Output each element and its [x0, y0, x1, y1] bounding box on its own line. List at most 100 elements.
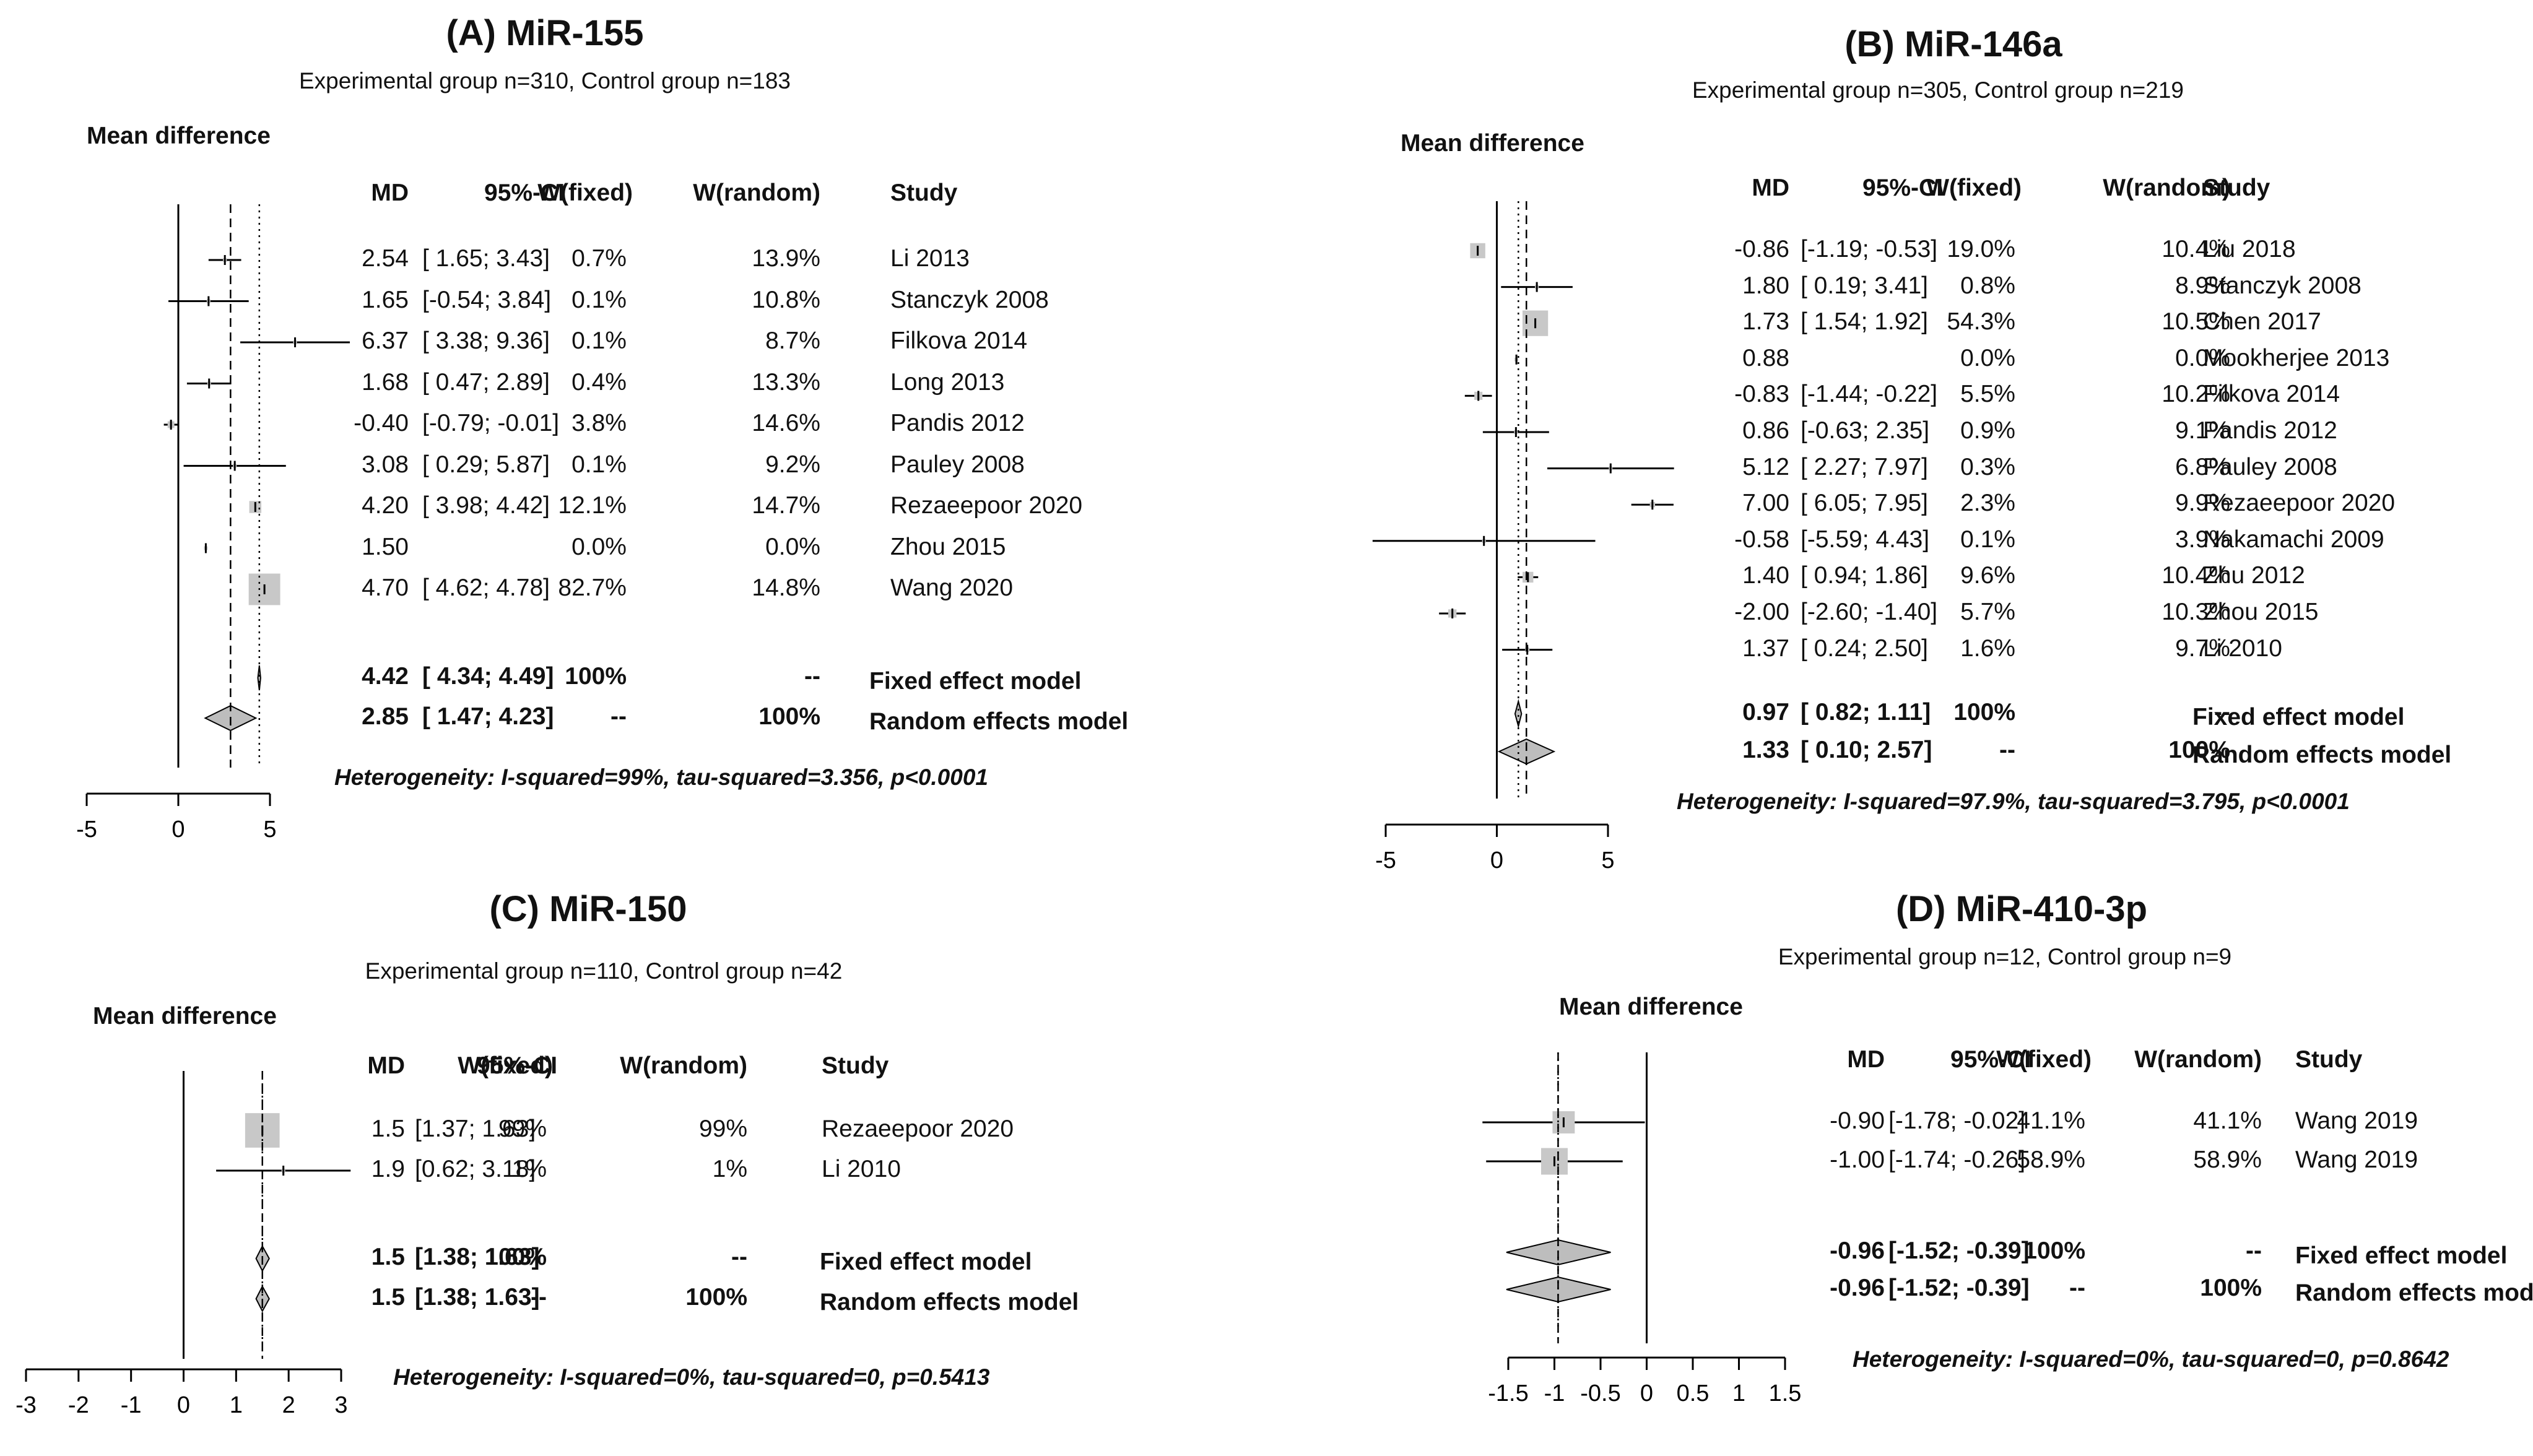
- panel-b-row-wfixed: 2.3%: [1960, 490, 2015, 517]
- panel-a-row-wrandom: 13.9%: [752, 245, 820, 272]
- panel-a-row-ci: [ 0.47; 2.89]: [422, 368, 550, 396]
- panel-a-row-wrandom: 14.6%: [752, 410, 820, 436]
- panel-b-row-md: -0.58: [1734, 526, 1789, 553]
- panel-b-row-study: Pauley 2008: [2203, 453, 2337, 480]
- panel-c-row-wfixed: 99%: [498, 1116, 547, 1142]
- panel-a-row-md: 3.08: [362, 451, 409, 478]
- panel-b-row-md: -2.00: [1734, 599, 1789, 625]
- panel-a-summary-label: Random effects model: [869, 708, 1129, 735]
- panel-a-row-study: Pandis 2012: [890, 410, 1025, 436]
- panel-c-row-ci: [1.37; 1.63]: [415, 1116, 536, 1142]
- panel-b-header-wfixed: W(fixed): [1926, 175, 2022, 201]
- panel-c-row-wfixed: 1%: [511, 1156, 547, 1182]
- panel-a-summary-md: 2.85: [362, 703, 409, 730]
- panel-b-row-wrandom: 9.7%: [2175, 635, 2230, 662]
- panel-b-row-study: Li 2010: [2203, 635, 2282, 662]
- panel-a-row-wrandom: 8.7%: [765, 327, 820, 354]
- panel-a-row-ci: [ 3.38; 9.36]: [422, 327, 550, 354]
- panel-b-row-wfixed: 1.6%: [1960, 635, 2015, 662]
- panel-a-row-md: 4.70: [362, 574, 409, 601]
- panel-b-row-wfixed: 0.0%: [1960, 344, 2015, 371]
- panel-b-row-ci: [-5.59; 4.43]: [1801, 526, 1930, 553]
- panel-a-summary-md: 4.42: [362, 663, 409, 690]
- panel-a-row-md: 2.54: [362, 245, 409, 272]
- panel-b-row-md: -0.83: [1734, 381, 1789, 408]
- panel-b-summary-wfixed: 100%: [1953, 699, 2015, 726]
- panel-b-row-study: Stanczyk 2008: [2203, 272, 2361, 299]
- panel-d-x-tick-label: 1: [1732, 1380, 1745, 1406]
- panel-b-row-ci: [ 6.05; 7.95]: [1801, 490, 1928, 517]
- panel-c-summary-wrandom: 100%: [685, 1284, 747, 1311]
- panel-c-summary-label: Random effects model: [820, 1289, 1079, 1315]
- panel-a-row-study: Zhou 2015: [890, 533, 1006, 560]
- panel-c-row-study: Rezaeepoor 2020: [822, 1116, 1014, 1142]
- panel-b-row-md: 1.40: [1742, 562, 1789, 589]
- panel-b-row-study: Mookherjee 2013: [2203, 344, 2390, 371]
- panel-d-header-wfixed: W(fixed): [1996, 1046, 2092, 1073]
- panel-b-row-wfixed: 5.5%: [1960, 381, 2015, 408]
- panel-c-header-wfixed: W(fixed): [458, 1052, 553, 1079]
- panel-b-row-wfixed: 0.3%: [1960, 453, 2015, 480]
- panel-a-row-ci: [ 1.65; 3.43]: [422, 245, 550, 272]
- panel-d-row-wfixed: 58.9%: [2017, 1146, 2085, 1173]
- panel-c-x-tick-label: -1: [121, 1392, 142, 1418]
- panel-d-row-md: -1.00: [1830, 1146, 1885, 1173]
- panel-b-row-ci: [ 0.94; 1.86]: [1801, 562, 1928, 589]
- panel-b-row-ci: [-0.63; 2.35]: [1801, 417, 1930, 444]
- panel-c-x-tick-label: 3: [334, 1392, 347, 1418]
- panel-a-row-ci: [-0.79; -0.01]: [422, 410, 560, 436]
- panel-c-header-md: MD: [367, 1052, 405, 1079]
- panel-a-row-md: 4.20: [362, 492, 409, 519]
- panel-b-heterogeneity: Heterogeneity: I-squared=97.9%, tau-squa…: [1677, 789, 2350, 814]
- panel-c-summary-label: Fixed effect model: [820, 1249, 1032, 1275]
- panel-a-row-wfixed: 12.1%: [558, 492, 627, 519]
- panel-a-row-wfixed: 0.0%: [571, 533, 627, 560]
- panel-d-ylabel: Mean difference: [1559, 994, 1743, 1020]
- panel-b-summary-md: 1.33: [1742, 737, 1789, 763]
- panel-c-heterogeneity: Heterogeneity: I-squared=0%, tau-squared…: [393, 1364, 990, 1390]
- panel-b-row-study: Rezaeepoor 2020: [2203, 490, 2396, 517]
- panel-a-row-ci: [ 4.62; 4.78]: [422, 574, 550, 601]
- panel-d-summary-ci: [-1.52; -0.39]: [1888, 1275, 2030, 1301]
- panel-b-row-wfixed: 54.3%: [1947, 308, 2015, 336]
- panel-a-row-md: 6.37: [362, 327, 409, 354]
- panel-b-header-ci: 95%-CI: [1862, 175, 1944, 201]
- panel-d-summary-ci: [-1.52; -0.39]: [1888, 1237, 2030, 1264]
- panel-c-x-tick-label: 0: [177, 1392, 190, 1418]
- panel-c-summary-md: 1.5: [371, 1284, 405, 1311]
- panel-b-row-wrandom: 3.9%: [2175, 526, 2230, 553]
- panel-b-summary-ci: [ 0.10; 2.57]: [1801, 737, 1932, 763]
- panel-d-header-study: Study: [2295, 1046, 2363, 1073]
- panel-a-row-wfixed: 0.1%: [571, 451, 627, 478]
- panel-b-row-study: Liu 2018: [2203, 236, 2296, 262]
- panel-c-header-study: Study: [822, 1052, 889, 1079]
- panel-a-row-ci: [-0.54; 3.84]: [422, 286, 552, 313]
- panel-b-row-wrandom: 9.9%: [2175, 490, 2230, 517]
- panel-d-summary-wrandom: --: [2246, 1237, 2262, 1264]
- panel-a-subtitle: Experimental group n=310, Control group …: [299, 68, 791, 93]
- panel-d-x-tick-label: -0.5: [1580, 1380, 1620, 1406]
- panel-d-row-wrandom: 58.9%: [2193, 1146, 2262, 1173]
- panel-a-row-wrandom: 9.2%: [765, 451, 820, 478]
- panel-c-summary-ci: [1.38; 1.63]: [415, 1284, 540, 1311]
- panel-a-heterogeneity: Heterogeneity: I-squared=99%, tau-square…: [334, 765, 988, 790]
- panel-d-x-tick-label: 0: [1640, 1380, 1653, 1406]
- panel-a-title: (A) MiR-155: [446, 13, 644, 53]
- panel-b-header-wrandom: W(random): [2103, 175, 2230, 201]
- panel-d-summary-md: -0.96: [1830, 1275, 1885, 1301]
- panel-b-row-ci: [ 0.24; 2.50]: [1801, 635, 1928, 662]
- panel-a-row-wfixed: 82.7%: [558, 574, 627, 601]
- panel-d-x-tick-label: 1.5: [1769, 1380, 1802, 1406]
- panel-b-row-wrandom: 10.4%: [2162, 562, 2230, 589]
- panel-b-x-tick-label: 5: [1601, 847, 1614, 873]
- panel-d-summary-wfixed: 100%: [2023, 1237, 2085, 1264]
- panel-d-subtitle: Experimental group n=12, Control group n…: [1778, 944, 2232, 969]
- panel-b-summary-wfixed: --: [1999, 737, 2015, 763]
- panel-b-row-md: -0.86: [1734, 236, 1789, 262]
- panel-a-row-wrandom: 14.8%: [752, 574, 820, 601]
- panel-c-x-tick-label: 2: [282, 1392, 295, 1418]
- panel-d-row-wrandom: 41.1%: [2193, 1107, 2262, 1134]
- panel-c-x-tick-label: -3: [15, 1392, 37, 1418]
- panel-b-row-md: 7.00: [1742, 490, 1789, 517]
- panel-c-row-wrandom: 1%: [712, 1156, 747, 1182]
